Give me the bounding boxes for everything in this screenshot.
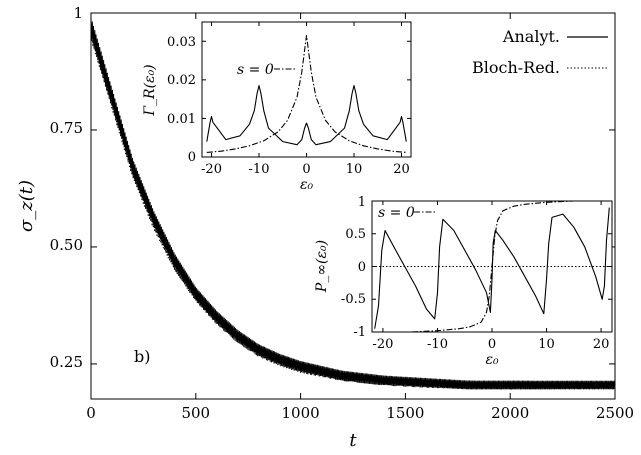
main-series-bloch-red — [90, 24, 616, 390]
inset-gamma-y-tick-label: 0.02 — [167, 73, 196, 88]
inset-pinf-x-axis-label: ε₀ — [485, 352, 499, 368]
main-plot-frame — [90, 12, 616, 400]
inset-pinf-panel: -20 -10 0 10 20 -1 -0.5 0 0.5 1 ε₀ P_∞(ε… — [314, 195, 613, 368]
main-x-tick-label: 2500 — [596, 404, 634, 422]
inset-gamma-series-s-0 — [206, 34, 407, 153]
main-y-tick-label: 0.25 — [50, 353, 83, 371]
inset-gamma-x-tick-label: 0 — [302, 162, 310, 177]
inset-pinf-y-tick-label: -0.5 — [341, 292, 366, 307]
inset-gamma-x-tick-label: -20 — [201, 162, 222, 177]
inset-gamma-y-axis-label: Γ_R(ε₀) — [142, 64, 158, 116]
inset-pinf-legend-label: s = 0 — [378, 205, 415, 221]
inset-gamma-data — [206, 34, 407, 153]
inset-gamma-x-tick-label: 20 — [393, 162, 410, 177]
legend-label-bloch-red: Bloch-Red. — [472, 58, 560, 77]
main-y-tick-label: 1 — [73, 4, 83, 22]
inset-gamma-panel: -20 -10 0 10 20 0 0.01 0.02 0.03 ε₀ Γ_R(… — [142, 21, 412, 193]
main-ticks — [90, 12, 616, 399]
inset-pinf-x-tick-label: 10 — [538, 337, 555, 352]
inset-gamma-x-tick-label: 10 — [346, 162, 363, 177]
inset-gamma-y-tick-label: 0.03 — [167, 35, 196, 50]
inset-pinf-series-curve-0 — [374, 207, 610, 329]
inset-gamma-ticks — [202, 22, 411, 158]
inset-gamma-legend-label: s = 0 — [237, 62, 274, 78]
inset-pinf-x-tick-label: 20 — [593, 337, 610, 352]
main-legend: Analyt. Bloch-Red. — [472, 27, 608, 77]
main-x-axis-label: t — [349, 430, 357, 451]
main-x-tick-label: 1000 — [282, 404, 320, 422]
inset-pinf-x-tick-label: 0 — [488, 337, 496, 352]
main-data — [90, 17, 616, 390]
main-x-tick-label: 500 — [181, 404, 210, 422]
inset-pinf-y-tick-label: 1 — [358, 195, 366, 210]
legend-label-analyt: Analyt. — [502, 27, 560, 46]
main-panel: 0 500 1000 1500 2000 2500 0.25 0.50 0.75… — [16, 4, 634, 451]
inset-pinf-x-tick-label: -20 — [372, 337, 393, 352]
inset-gamma-y-tick-label: 0.01 — [167, 112, 196, 127]
inset-pinf-data — [372, 200, 612, 333]
inset-pinf-y-axis-label: P_∞(ε₀) — [314, 240, 330, 293]
main-y-tick-label: 0.50 — [50, 236, 83, 254]
inset-gamma-series-curve-0 — [206, 85, 407, 146]
panel-label: b) — [134, 347, 150, 366]
inset-pinf-y-tick-label: 0.5 — [345, 227, 366, 242]
main-y-tick-label: 0.75 — [50, 119, 83, 137]
main-x-tick-label: 0 — [86, 404, 96, 422]
inset-gamma-x-tick-label: -10 — [249, 162, 270, 177]
inset-gamma-frame — [201, 21, 412, 158]
inset-pinf-x-tick-label: -10 — [427, 337, 448, 352]
main-x-tick-label: 1500 — [386, 404, 424, 422]
inset-pinf-y-tick-label: 0 — [358, 260, 366, 275]
inset-gamma-x-axis-label: ε₀ — [300, 177, 314, 193]
inset-gamma-y-tick-label: 0 — [188, 150, 196, 165]
inset-pinf-y-tick-label: -1 — [353, 325, 366, 340]
main-y-axis-label: σ_z(t) — [16, 180, 37, 232]
main-x-tick-label: 2000 — [491, 404, 529, 422]
